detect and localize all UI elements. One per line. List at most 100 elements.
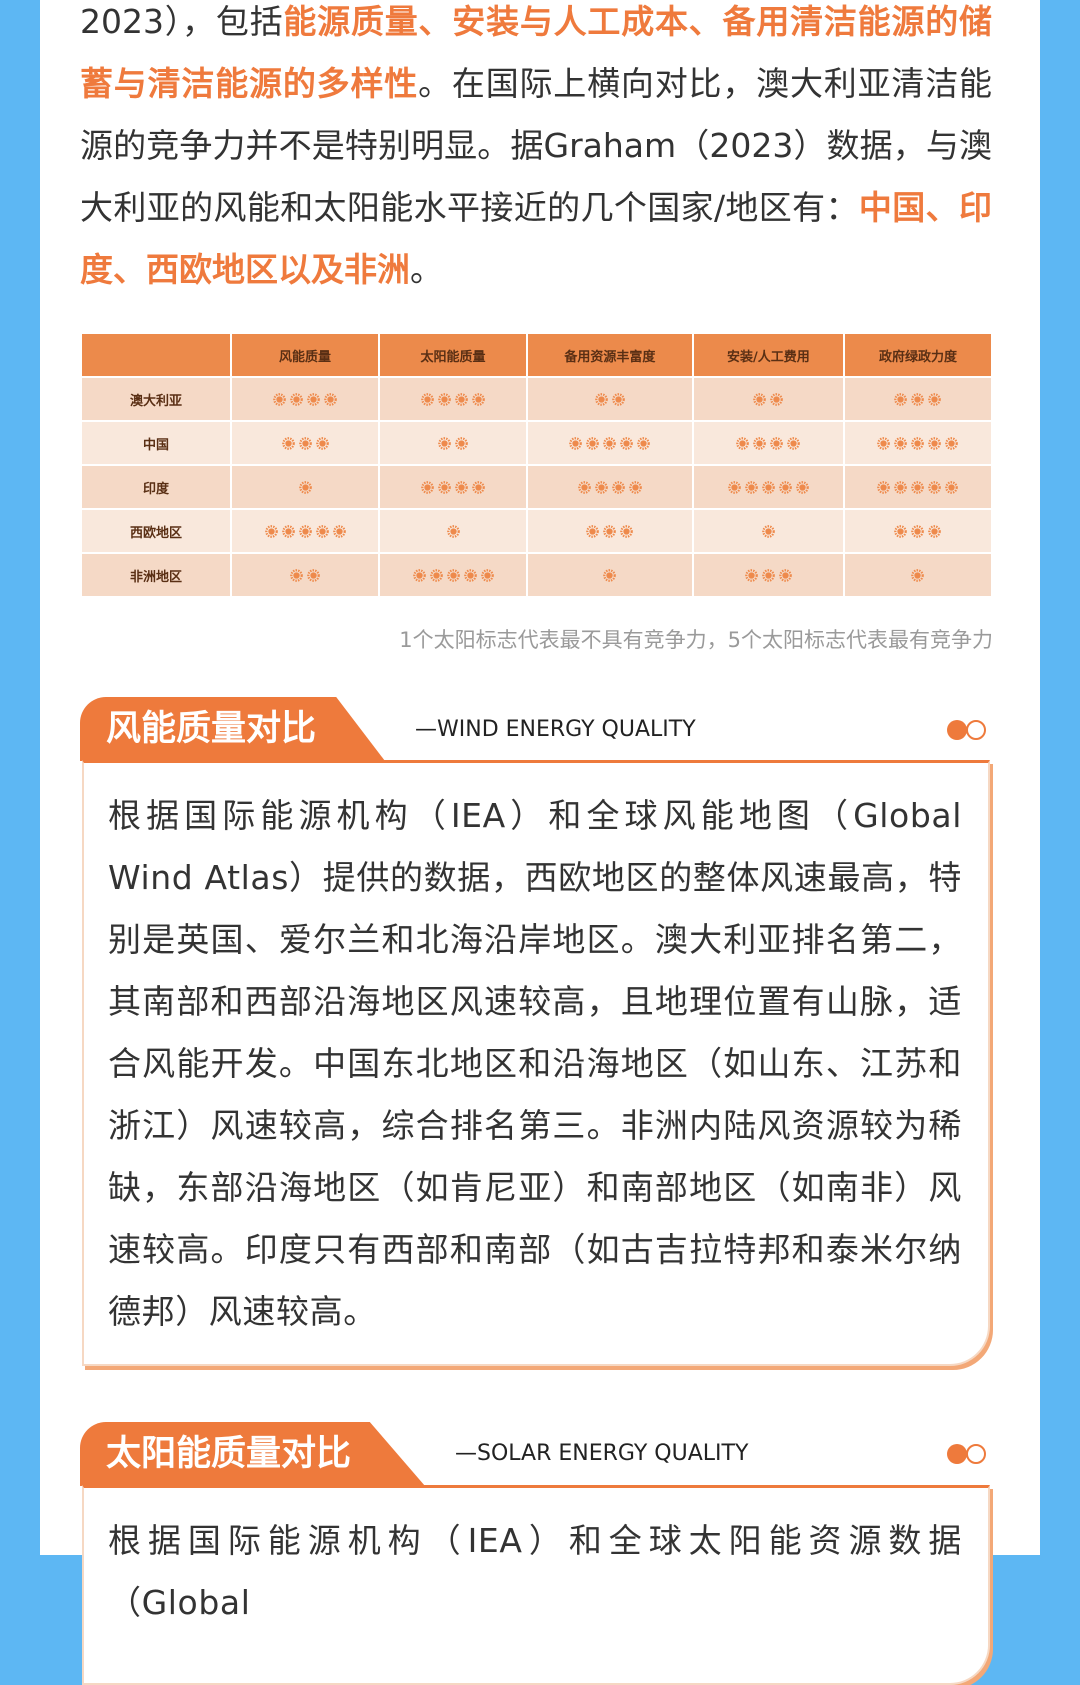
sun-icon <box>612 392 625 406</box>
sun-core <box>581 483 588 491</box>
sun-core <box>475 483 482 491</box>
sun-rays <box>928 480 942 494</box>
sun-icon <box>911 392 925 406</box>
sun-core <box>914 527 922 535</box>
rating-cell <box>691 552 845 598</box>
table-header: 风能质量 太阳能质量 备用资源丰富度 安装/人工费用 政府绿政力度 <box>80 332 994 378</box>
sun-rays <box>298 524 312 538</box>
sun-icon <box>603 436 617 450</box>
section-box: 根据国际能源机构（IEA）和全球风能地图（Global Wind Atlas）提… <box>82 760 990 1366</box>
sun-rating <box>762 524 775 538</box>
sun-icon <box>307 392 320 406</box>
sun-icon <box>877 436 891 450</box>
intro-paragraph: 2023），包括能源质量、安装与人工成本、备用清洁能源的储蓄与清洁能源的多样性。… <box>80 0 992 301</box>
sun-core <box>284 439 292 447</box>
sun-icon <box>787 436 801 450</box>
sun-icon <box>324 392 337 406</box>
section-tab: 风能质量对比 <box>80 697 385 761</box>
sun-icon <box>569 436 583 450</box>
sun-icon <box>753 436 767 450</box>
section-text: 根据国际能源机构（IEA）和全球风能地图（Global Wind Atlas）提… <box>108 796 962 1331</box>
sun-core <box>475 395 482 403</box>
sun-icon <box>945 480 959 494</box>
sun-rays <box>578 480 591 494</box>
sun-rating <box>290 568 320 582</box>
sun-icon <box>945 436 959 450</box>
sun-rays <box>463 568 477 582</box>
sun-rays <box>911 480 925 494</box>
rating-cell <box>230 464 380 510</box>
rating-cell <box>842 464 994 510</box>
sun-icon <box>911 568 925 582</box>
sun-rays <box>753 392 767 406</box>
sun-rays <box>928 524 942 538</box>
rating-cell <box>230 552 380 598</box>
sun-rating <box>421 480 485 494</box>
sun-icon <box>629 480 642 494</box>
column-header: 备用资源丰富度 <box>526 332 694 378</box>
sun-icon <box>315 436 329 450</box>
sun-icon <box>877 480 891 494</box>
sun-rays <box>438 392 451 406</box>
rating-cell <box>378 508 528 554</box>
sun-core <box>756 395 764 403</box>
sun-rays <box>595 480 608 494</box>
sun-rays <box>315 436 329 450</box>
sun-icon <box>472 392 485 406</box>
column-header: 安装/人工费用 <box>691 332 845 378</box>
sun-rays <box>894 436 908 450</box>
sun-icon <box>298 524 312 538</box>
sun-icon <box>472 480 485 494</box>
sun-icon <box>290 392 303 406</box>
sun-core <box>931 527 939 535</box>
row-label: 印度 <box>80 464 232 510</box>
sun-icon <box>298 436 312 450</box>
sun-rays <box>612 392 625 406</box>
sun-rays <box>894 524 908 538</box>
sun-rays <box>273 392 286 406</box>
rating-cell <box>526 552 694 598</box>
sun-core <box>782 571 789 579</box>
sun-core <box>897 527 905 535</box>
sun-rays <box>745 568 758 582</box>
table-note: 1个太阳标志代表最不具有竞争力，5个太阳标志代表最有竞争力 <box>399 628 993 652</box>
text: 2023），包括 <box>80 2 284 41</box>
sun-rays <box>620 524 634 538</box>
sun-rating <box>595 392 625 406</box>
sun-rays <box>762 480 775 494</box>
rating-cell <box>526 464 694 510</box>
sun-core <box>284 527 292 535</box>
sun-rating <box>586 524 634 538</box>
sun-rays <box>736 436 750 450</box>
sun-core <box>948 483 956 491</box>
sun-core <box>267 527 275 535</box>
rating-cell <box>842 420 994 466</box>
sun-icon <box>796 480 809 494</box>
sun-rays <box>945 480 959 494</box>
sun-core <box>914 439 922 447</box>
sun-rays <box>787 436 801 450</box>
sun-core <box>293 571 300 579</box>
sun-core <box>293 395 300 403</box>
sun-rays <box>586 436 600 450</box>
sun-icon <box>770 392 784 406</box>
sun-core <box>483 571 491 579</box>
column-header: 太阳能质量 <box>378 332 528 378</box>
sun-rating <box>412 568 494 582</box>
sun-rating <box>273 392 337 406</box>
sun-rays <box>438 480 451 494</box>
sun-rays <box>762 568 775 582</box>
sun-core <box>914 483 922 491</box>
sun-core <box>441 483 448 491</box>
sun-rays <box>911 392 925 406</box>
table-row: 中国 <box>80 420 994 466</box>
sun-rating <box>421 392 485 406</box>
sun-icon <box>637 436 651 450</box>
row-label: 中国 <box>80 420 232 466</box>
table-row: 澳大利亚 <box>80 376 994 422</box>
sun-rating <box>877 436 959 450</box>
sun-core <box>623 527 631 535</box>
sun-core <box>606 439 614 447</box>
sun-icon <box>595 480 608 494</box>
sun-rays <box>290 392 303 406</box>
